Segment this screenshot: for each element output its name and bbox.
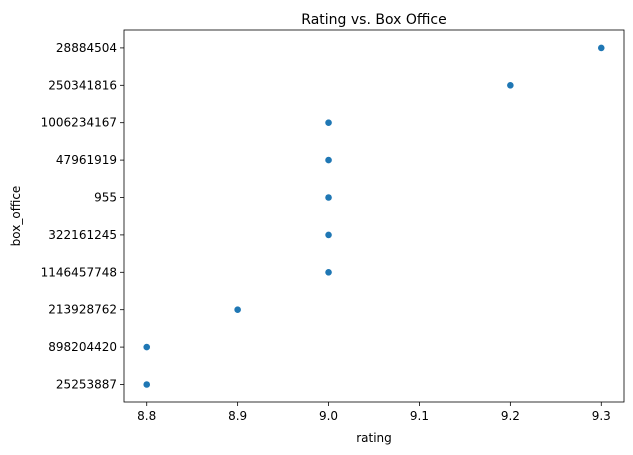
y-tick-label: 322161245 xyxy=(48,228,117,242)
data-point xyxy=(233,305,242,314)
x-axis: 8.8 8.9 9.0 9.1 9.2 9.3 xyxy=(137,402,611,423)
data-point xyxy=(324,193,333,202)
x-tick-label: 8.9 xyxy=(228,409,247,423)
data-point xyxy=(324,268,333,277)
y-tick-label: 1006234167 xyxy=(41,116,117,130)
x-axis-label: rating xyxy=(356,431,392,445)
y-tick-label: 47961919 xyxy=(56,153,117,167)
y-tick-label: 898204420 xyxy=(48,340,117,354)
y-axis-label: box_office xyxy=(9,186,23,247)
data-points xyxy=(142,44,606,389)
data-point xyxy=(142,343,151,351)
y-axis: 25253887 898204420 213928762 1146457748 3221… xyxy=(41,41,124,392)
data-point xyxy=(324,118,333,127)
x-tick-label: 9.1 xyxy=(410,409,429,423)
data-point xyxy=(142,380,151,389)
y-tick-label: 1146457748 xyxy=(41,265,117,279)
chart-title: Rating vs. Box Office xyxy=(301,12,446,28)
x-tick-label: 9.0 xyxy=(319,409,338,423)
x-tick-label: 9.3 xyxy=(592,409,611,423)
y-tick-label: 250341816 xyxy=(48,78,117,92)
y-tick-label: 28884504 xyxy=(56,41,117,55)
x-tick-label: 9.2 xyxy=(501,409,520,423)
y-tick-label: 955 xyxy=(94,191,117,205)
x-tick-label: 8.8 xyxy=(137,409,156,423)
data-point xyxy=(324,230,333,239)
data-point xyxy=(597,44,606,52)
plot-area-frame xyxy=(123,29,625,403)
y-tick-label: 213928762 xyxy=(48,303,117,317)
data-point xyxy=(506,81,515,90)
y-tick-label: 25253887 xyxy=(56,378,117,392)
data-point xyxy=(324,156,333,164)
